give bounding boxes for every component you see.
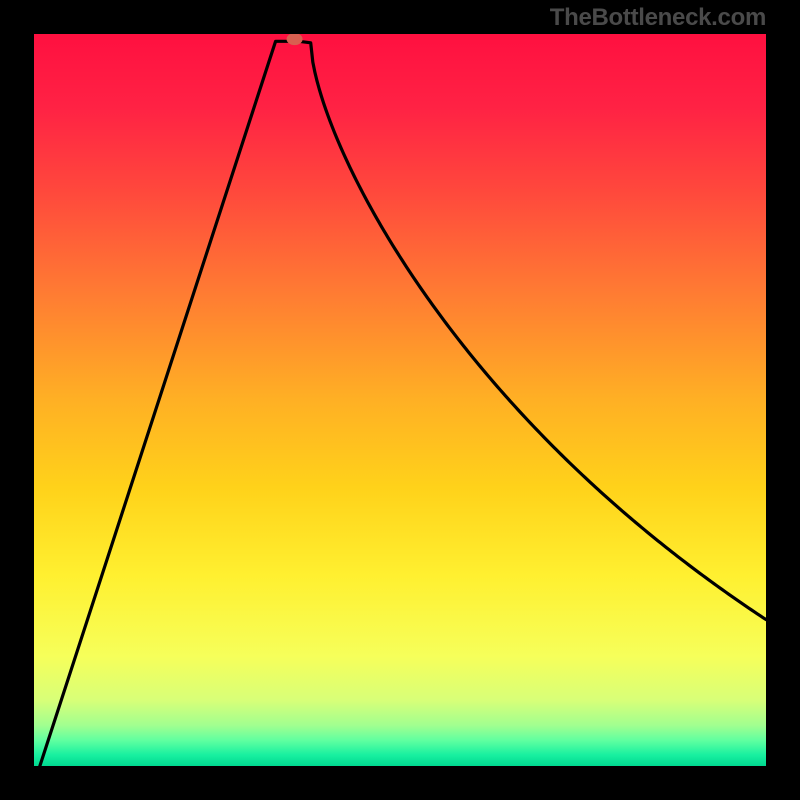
bottleneck-curve bbox=[40, 41, 766, 766]
plot-area bbox=[34, 34, 766, 766]
minimum-marker bbox=[287, 34, 303, 45]
chart-stage: TheBottleneck.com bbox=[0, 0, 800, 800]
curve-layer bbox=[34, 34, 766, 766]
watermark-text: TheBottleneck.com bbox=[550, 4, 766, 32]
